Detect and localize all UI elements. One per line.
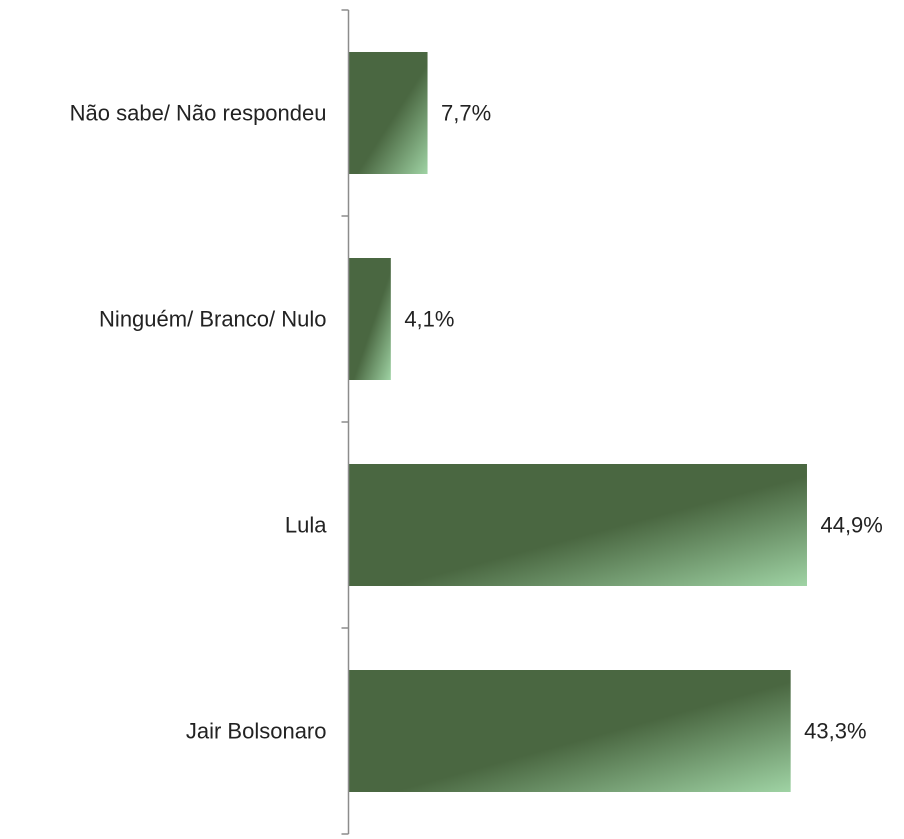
category-tick-label: Jair Bolsonaro bbox=[186, 719, 327, 744]
bars-group bbox=[349, 52, 807, 792]
category-tick-label: Lula bbox=[285, 513, 327, 538]
bar bbox=[349, 670, 791, 792]
category-tick-label: Não sabe/ Não respondeu bbox=[70, 101, 327, 126]
bar bbox=[349, 52, 428, 174]
labels-group: Não sabe/ Não respondeu 7,7% Ninguém/ Bran… bbox=[70, 101, 883, 744]
bar-value-label: 4,1% bbox=[404, 307, 454, 332]
bar-value-label: 44,9% bbox=[820, 513, 882, 538]
bar-value-label: 43,3% bbox=[804, 719, 866, 744]
bar-value-label: 7,7% bbox=[441, 101, 491, 126]
category-axis bbox=[341, 9, 350, 835]
category-tick-label: Ninguém/ Branco/ Nulo bbox=[99, 307, 326, 332]
bar bbox=[349, 464, 807, 586]
bar bbox=[349, 258, 391, 380]
